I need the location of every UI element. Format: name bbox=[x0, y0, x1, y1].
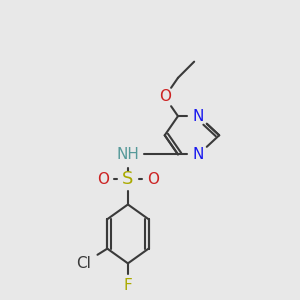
Text: N: N bbox=[193, 109, 204, 124]
Text: Cl: Cl bbox=[76, 256, 91, 271]
Text: O: O bbox=[97, 172, 109, 187]
Text: NH: NH bbox=[116, 147, 140, 162]
Text: N: N bbox=[193, 147, 204, 162]
Text: O: O bbox=[159, 89, 171, 104]
Text: O: O bbox=[147, 172, 159, 187]
Text: F: F bbox=[124, 278, 132, 293]
Text: S: S bbox=[122, 170, 134, 188]
